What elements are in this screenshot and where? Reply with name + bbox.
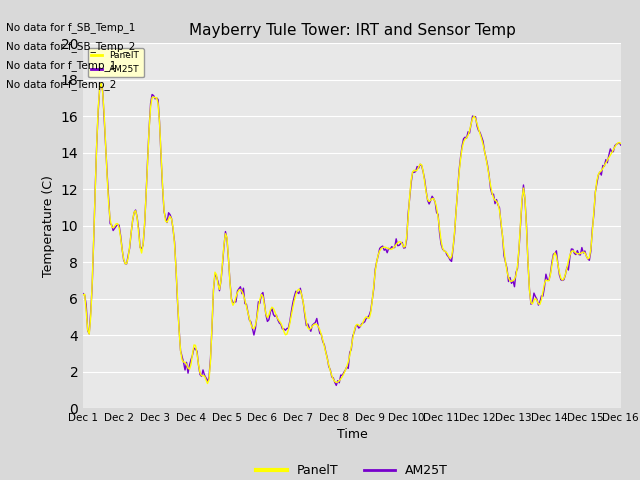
Text: No data for f_Temp_2: No data for f_Temp_2 <box>6 79 116 90</box>
AM25T <box>332 383 340 388</box>
AM25T <box>617 142 625 148</box>
AM25T <box>241 300 249 306</box>
PanelT <box>260 302 268 308</box>
Legend: PanelT, AM25T: PanelT, AM25T <box>251 459 453 480</box>
PanelT <box>79 292 87 298</box>
PanelT <box>97 80 105 86</box>
PanelT <box>317 332 325 337</box>
Text: No data for f_SB_Temp_2: No data for f_SB_Temp_2 <box>6 41 136 52</box>
PanelT <box>204 381 211 386</box>
PanelT <box>617 141 625 146</box>
AM25T <box>147 100 154 106</box>
Text: No data for f_SB_Temp_1: No data for f_SB_Temp_1 <box>6 22 136 33</box>
PanelT <box>147 104 154 110</box>
Title: Mayberry Tule Tower: IRT and Sensor Temp: Mayberry Tule Tower: IRT and Sensor Temp <box>189 23 515 38</box>
AM25T <box>259 289 267 295</box>
Text: No data for f_Temp_1: No data for f_Temp_1 <box>6 60 116 71</box>
Y-axis label: Temperature (C): Temperature (C) <box>42 175 55 276</box>
Line: PanelT: PanelT <box>83 83 621 384</box>
PanelT <box>243 303 250 309</box>
AM25T <box>79 291 87 297</box>
PanelT <box>269 305 277 311</box>
AM25T <box>316 331 324 336</box>
AM25T <box>590 212 598 217</box>
AM25T <box>97 81 105 87</box>
AM25T <box>268 305 276 311</box>
PanelT <box>590 209 598 215</box>
X-axis label: Time: Time <box>337 429 367 442</box>
Line: AM25T: AM25T <box>83 84 621 385</box>
